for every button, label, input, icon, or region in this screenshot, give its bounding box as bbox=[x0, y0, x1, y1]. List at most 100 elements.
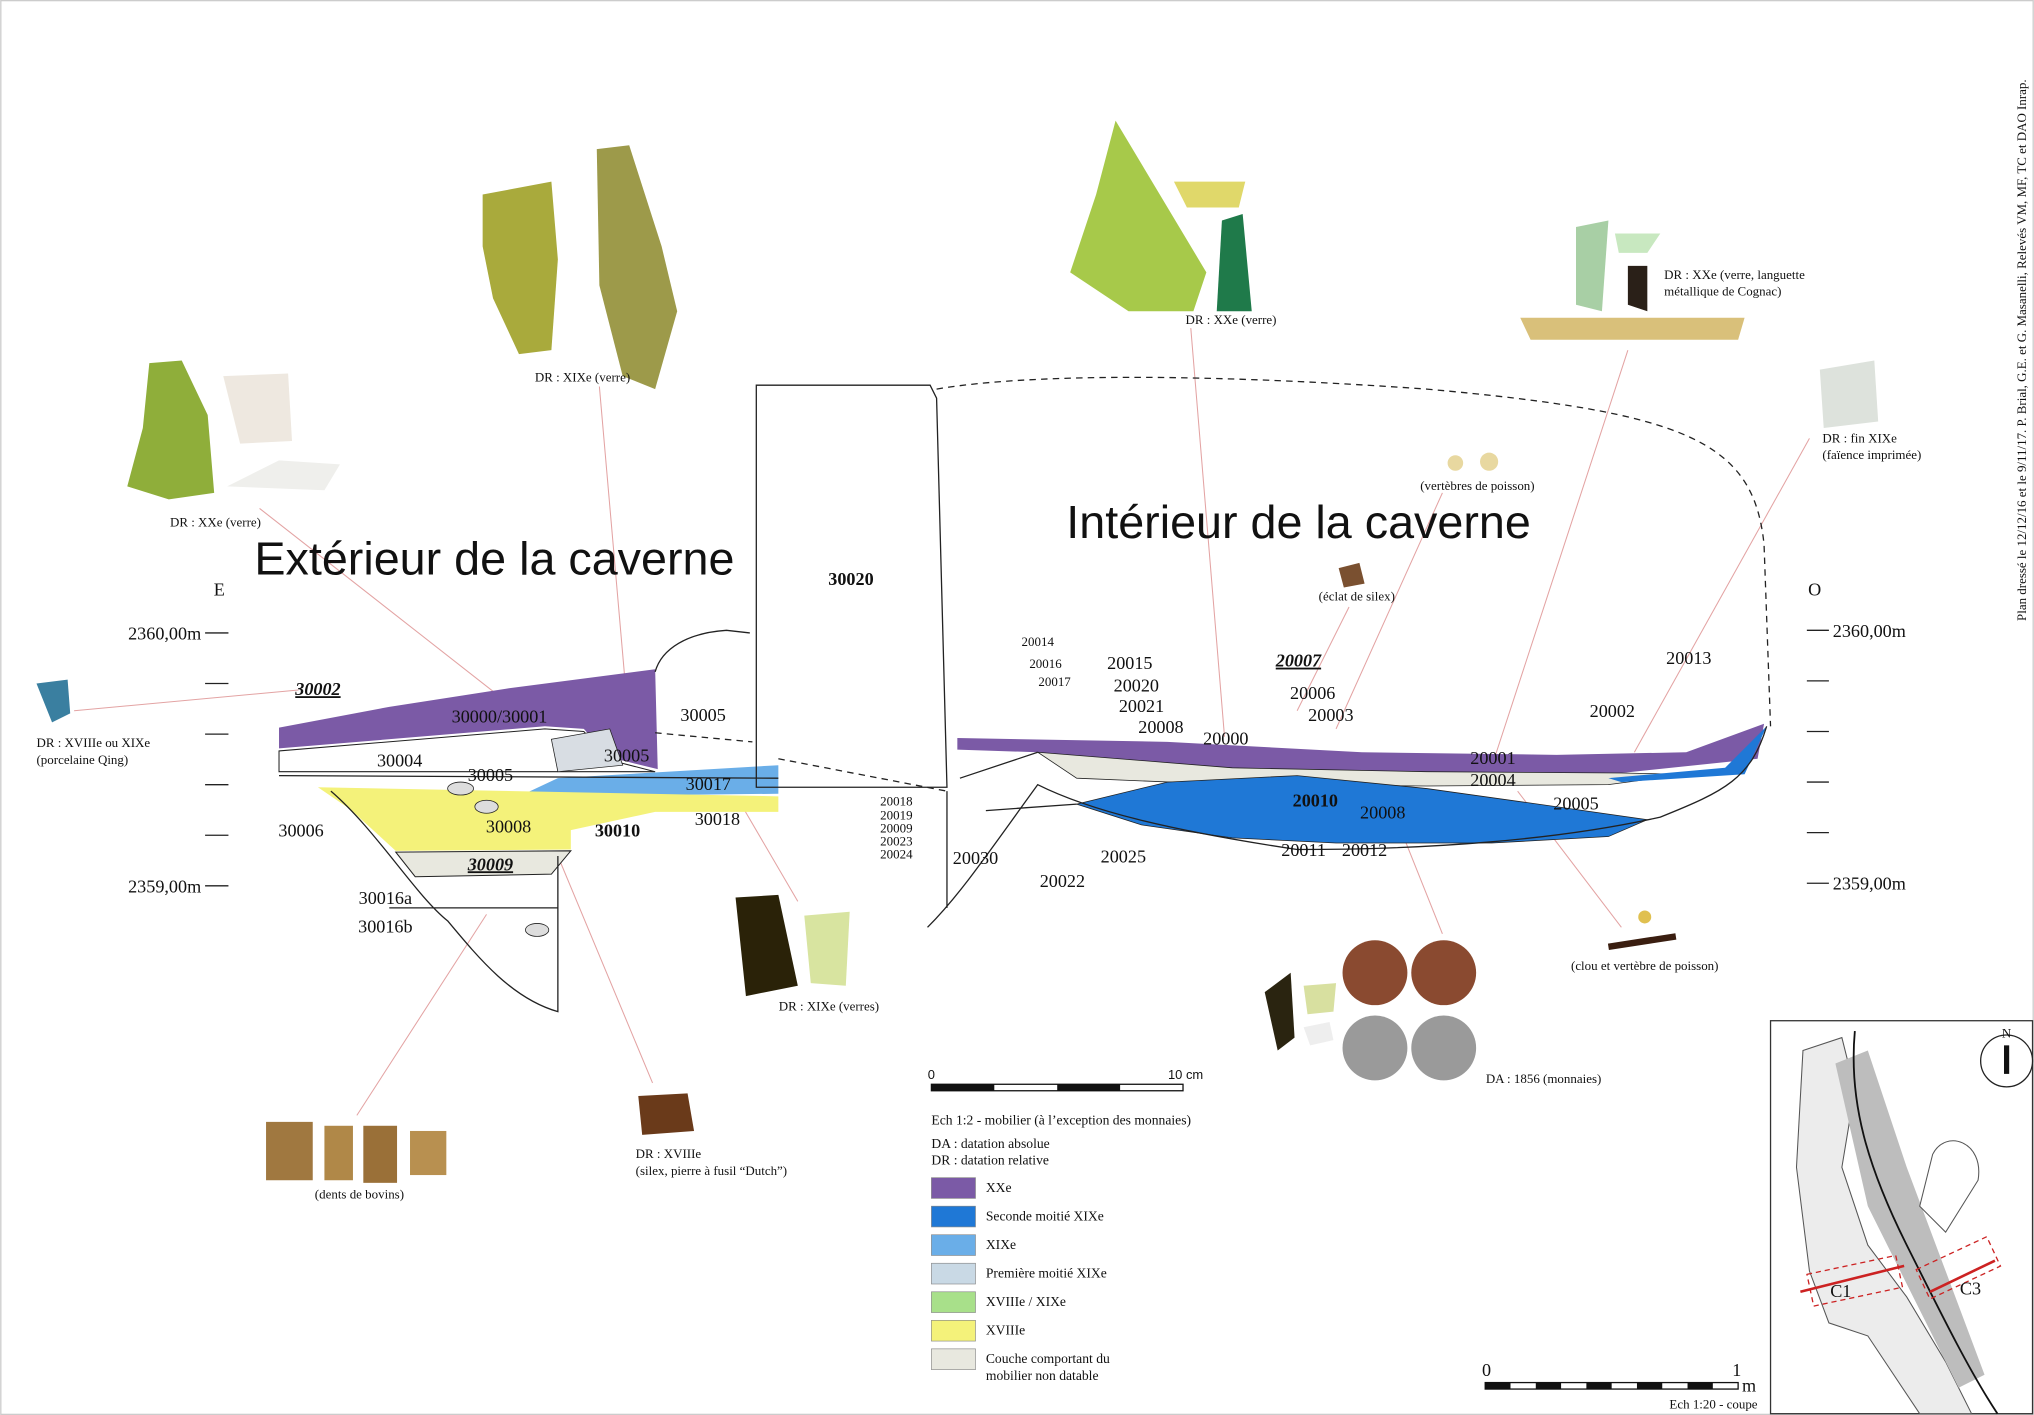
unit-label: 20009 bbox=[880, 821, 912, 836]
section-layers-part bbox=[550, 728, 624, 773]
unit-label: 20006 bbox=[1290, 683, 1335, 703]
section-layers bbox=[278, 376, 1772, 1013]
unit-label: 30009 bbox=[467, 854, 513, 874]
section-layers-part bbox=[957, 723, 1765, 773]
legend-label: Couche comportant du mobilier non datable bbox=[986, 1351, 1110, 1383]
caption-line: DR : XXe (verre) bbox=[170, 515, 261, 530]
caption-line: (dents de bovins) bbox=[315, 1186, 404, 1201]
scale-unit: m bbox=[1742, 1376, 1756, 1396]
legend-part bbox=[931, 1084, 995, 1091]
leader-lines-part bbox=[259, 508, 494, 692]
artifact-photo-part bbox=[1264, 972, 1295, 1051]
location-map-part bbox=[1806, 1254, 1904, 1307]
artifact-photo-part bbox=[1614, 233, 1661, 253]
artifact-photo-part bbox=[596, 145, 678, 390]
legend-label: XXe bbox=[986, 1180, 1012, 1195]
unit-label: 20014 bbox=[1022, 634, 1055, 649]
legend-swatch bbox=[931, 1319, 976, 1342]
unit-label: 30016a bbox=[359, 888, 412, 908]
section-layers-part bbox=[755, 384, 948, 788]
caption-line: (vertèbres de poisson) bbox=[1420, 478, 1534, 493]
scale-label: 0 bbox=[928, 1067, 935, 1082]
location-map-part bbox=[2003, 1045, 2010, 1074]
find-caption: (clou et vertèbre de poisson) bbox=[1571, 958, 1718, 973]
legend-label-line: Couche comportant du bbox=[986, 1351, 1110, 1366]
unit-label: 20002 bbox=[1590, 701, 1635, 721]
find-caption: (éclat de silex) bbox=[1319, 588, 1395, 603]
legend-label: Seconde moitié XIXe bbox=[986, 1208, 1104, 1223]
caption-line: DR : XVIIIe bbox=[636, 1146, 702, 1161]
legend-label-line: Seconde moitié XIXe bbox=[986, 1208, 1104, 1223]
find-caption: DR : XXe (verre) bbox=[170, 515, 261, 530]
elevation-label: 2359,00m bbox=[128, 876, 201, 896]
unit-label: 20023 bbox=[880, 834, 912, 849]
artifact-photo-part bbox=[1575, 220, 1609, 312]
elevation-label: 2360,00m bbox=[1833, 621, 1906, 641]
unit-label: 20024 bbox=[880, 847, 913, 862]
elevation-label: 2360,00m bbox=[128, 623, 201, 643]
location-map-part bbox=[1915, 1235, 2002, 1300]
location-map-part bbox=[1800, 1264, 1905, 1294]
find-caption: (dents de bovins) bbox=[315, 1186, 404, 1201]
artifact-photo-part bbox=[1520, 317, 1745, 340]
find-caption: DR : XIXe (verre) bbox=[535, 369, 630, 384]
elevation-ticks bbox=[205, 629, 1829, 887]
find-caption: DR : XXe (verre, languette métallique de … bbox=[1664, 267, 1805, 299]
scale-label: 10 cm bbox=[1168, 1067, 1203, 1082]
legend-note: DA : datation absolue bbox=[931, 1136, 1049, 1151]
legend-swatch bbox=[931, 1348, 976, 1370]
unit-label: 20004 bbox=[1470, 770, 1515, 790]
cut-label: C1 bbox=[1830, 1281, 1851, 1301]
legend-swatch bbox=[931, 1262, 976, 1285]
legend-label-line: XIXe bbox=[986, 1237, 1016, 1252]
legend-label: Première moitié XIXe bbox=[986, 1266, 1107, 1281]
legend-label-line: XXe bbox=[986, 1180, 1012, 1195]
heading: Intérieur de la caverne bbox=[1066, 496, 1531, 548]
artifact-photo-part bbox=[638, 1093, 695, 1135]
unit-label: 30004 bbox=[377, 751, 422, 771]
unit-label: 30002 bbox=[294, 679, 340, 699]
unit-label: 30005 bbox=[468, 765, 513, 785]
unit-label: 20022 bbox=[1040, 871, 1085, 891]
unit-label: 20012 bbox=[1342, 840, 1387, 860]
unit-label: 20001 bbox=[1470, 748, 1515, 768]
scale-label: 0 bbox=[1482, 1360, 1491, 1380]
artifact-photo-part bbox=[1819, 360, 1879, 429]
artifact-photo-part bbox=[227, 460, 340, 491]
legend-note: DR : datation relative bbox=[931, 1153, 1049, 1168]
caption-line: (faïence imprimée) bbox=[1822, 447, 1921, 462]
unit-label: 20021 bbox=[1119, 696, 1164, 716]
section-layers-part bbox=[778, 758, 948, 792]
leader-lines-part bbox=[356, 914, 487, 1116]
cut-label: C3 bbox=[1960, 1278, 1981, 1298]
unit-label: 20017 bbox=[1038, 674, 1071, 689]
section-layers-part bbox=[394, 850, 572, 878]
artifact-photo-part bbox=[1303, 1022, 1334, 1046]
section-layers-part bbox=[317, 787, 779, 851]
section-scale-part bbox=[1535, 1382, 1562, 1390]
leader-lines-part bbox=[1190, 328, 1226, 737]
unit-label: 20016 bbox=[1029, 656, 1062, 671]
caption-line: (éclat de silex) bbox=[1319, 588, 1395, 603]
location-map-part bbox=[1929, 1259, 1996, 1293]
find-caption: (vertèbres de poisson) bbox=[1420, 478, 1534, 493]
legend-swatch bbox=[931, 1205, 976, 1228]
legend-label: XIXe bbox=[986, 1237, 1016, 1252]
location-map-part bbox=[1919, 1140, 1980, 1233]
section-layers-part bbox=[936, 376, 1772, 727]
unit-label: 30008 bbox=[486, 817, 531, 837]
caption-line: (silex, pierre à fusil “Dutch”) bbox=[636, 1163, 787, 1178]
section-scale-part bbox=[1636, 1382, 1663, 1390]
unit-label: 30005 bbox=[680, 705, 725, 725]
legend-label: XVIIIe bbox=[986, 1323, 1025, 1338]
legend-label-line: mobilier non datable bbox=[986, 1368, 1099, 1383]
leader-lines-part bbox=[1335, 492, 1443, 730]
artifact-photo-part bbox=[410, 1130, 447, 1176]
artifact-photo-part bbox=[1607, 933, 1677, 950]
artifact-photo-part bbox=[266, 1121, 313, 1181]
artifact-photo-part bbox=[1447, 455, 1464, 471]
section-layers-part bbox=[279, 669, 658, 770]
caption-line: (porcelaine Qing) bbox=[36, 752, 128, 767]
